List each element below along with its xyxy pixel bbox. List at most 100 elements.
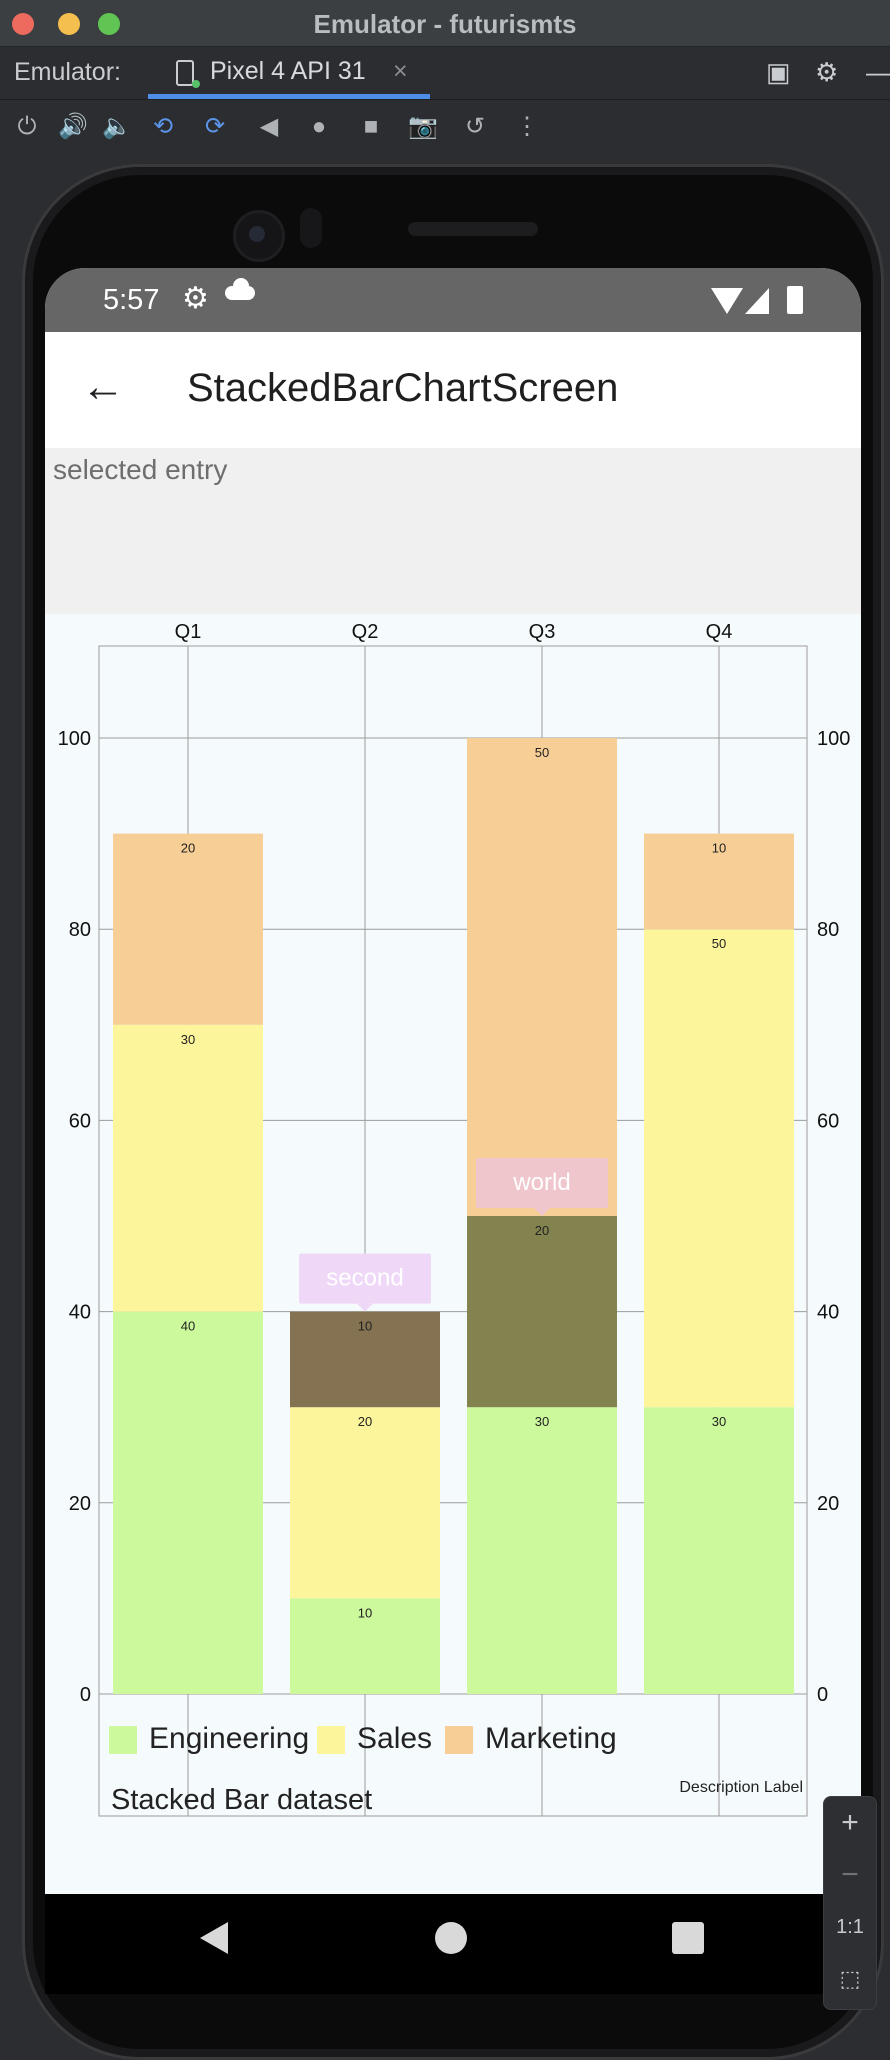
bar-segment: [467, 738, 617, 1216]
y-axis-tick-label-left: 100: [58, 728, 91, 750]
app-bar: ← StackedBarChartScreen: [45, 332, 861, 448]
legend-label: Sales: [357, 1722, 433, 1755]
camera-icon: [233, 210, 285, 262]
maximize-window-button[interactable]: [98, 13, 120, 35]
bar-segment: [290, 1598, 440, 1694]
bar-value-label: 20: [535, 1223, 549, 1238]
gear-icon[interactable]: ⚙: [815, 57, 839, 87]
bar-value-label: 50: [712, 936, 726, 951]
y-axis-tick-label-right: 0: [817, 1684, 828, 1706]
battery-icon: [787, 286, 803, 314]
bar-value-label: 30: [712, 1414, 726, 1429]
bar-segment: [113, 1311, 263, 1694]
nav-recent-icon[interactable]: [672, 1922, 704, 1954]
bar-segment: [644, 1407, 794, 1694]
rotate-left-icon[interactable]: ⟲: [152, 113, 174, 140]
emulator-tabbar: Emulator: Pixel 4 API 31 × ▣ ⚙ —: [0, 47, 890, 100]
status-time: 5:57: [103, 284, 160, 316]
x-axis-tick-label: Q4: [706, 621, 733, 643]
y-axis-tick-label-right: 80: [817, 919, 839, 941]
signal-icon: [745, 288, 769, 314]
minimize-window-button[interactable]: [58, 13, 80, 35]
zoom-in-button[interactable]: +: [841, 1806, 859, 1839]
dataset-label: Stacked Bar dataset: [111, 1784, 373, 1816]
zoom-out-button[interactable]: −: [841, 1858, 859, 1891]
cloud-icon: [225, 278, 255, 300]
android-nav-bar: [45, 1894, 861, 1994]
chart-description: Description Label: [679, 1779, 803, 1796]
back-icon[interactable]: ◀: [259, 113, 279, 140]
back-arrow-icon[interactable]: ←: [81, 362, 125, 411]
more-icon[interactable]: ⋮: [515, 113, 539, 140]
bar-segment: [644, 929, 794, 1408]
zoom-fit-icon[interactable]: ⬚: [839, 1966, 861, 1991]
x-axis-tick-label: Q1: [175, 621, 202, 643]
phone-icon: [176, 60, 200, 88]
wifi-icon: [711, 288, 743, 314]
chart-svg: 0 0 20 20 40 40 60 60 80 80 100 100 Q1 Q2 Q3 Q4 40 30 20 10…: [58, 621, 850, 1817]
window-layout-icon[interactable]: ▣: [766, 57, 791, 87]
emulator-toolbar: ⏻ 🔊 🔈 ⟲ ⟳ ◀ ● ■ 📷 ↺ ⋮: [0, 100, 890, 156]
speaker: [408, 222, 538, 236]
bar-segment: [467, 1216, 617, 1408]
bar-segment: [290, 1311, 440, 1408]
tab-underline: [148, 94, 430, 99]
plot-border: [98, 645, 808, 1817]
bar-value-label: 10: [358, 1605, 372, 1620]
y-axis-tick-label-left: 80: [69, 919, 91, 941]
x-axis-tick-label: Q2: [352, 621, 379, 643]
marker-world-pointer: [534, 1208, 550, 1216]
rotate-right-icon[interactable]: ⟳: [204, 113, 226, 140]
bar-value-label: 10: [358, 1319, 372, 1334]
marker-world-label: world: [512, 1169, 570, 1196]
bar-segment: [113, 833, 263, 1025]
bar-segment: [290, 1407, 440, 1599]
volume-up-icon[interactable]: 🔊: [58, 113, 88, 140]
tab-pixel-4[interactable]: Pixel 4 API 31 ×: [148, 47, 430, 99]
legend-swatch: [317, 1726, 345, 1754]
y-axis-tick-label-left: 20: [69, 1493, 91, 1515]
bar-value-label: 50: [535, 745, 549, 760]
stacked-bar-chart[interactable]: 0 0 20 20 40 40 60 60 80 80 100 100 Q1 Q2 Q3 Q4 40 30 20 10…: [45, 614, 861, 1894]
nav-home-icon[interactable]: [435, 1922, 467, 1954]
emulator-label: Emulator:: [14, 58, 121, 86]
y-axis-tick-label-right: 100: [817, 728, 850, 750]
window-title: Emulator - futurismts: [313, 9, 577, 39]
bar-value-label: 20: [181, 841, 195, 856]
marker-second-pointer: [357, 1303, 373, 1312]
minimize-panel-icon[interactable]: —: [866, 57, 890, 87]
legend-swatch: [109, 1726, 137, 1754]
y-axis-tick-label-right: 20: [817, 1493, 839, 1515]
phone-screen: 5:57 ⚙ ← StackedBarChartScreen selected …: [45, 268, 861, 1894]
close-window-button[interactable]: [12, 13, 34, 35]
bar-segment: [113, 1024, 263, 1312]
bar-value-label: 10: [712, 841, 726, 856]
nav-back-icon[interactable]: [200, 1922, 228, 1954]
legend-label: Engineering: [149, 1722, 310, 1755]
marker-second-box: [299, 1253, 431, 1304]
page-title: StackedBarChartScreen: [187, 366, 619, 410]
bar-value-label: 20: [358, 1414, 372, 1429]
chart-legend: Engineering Sales Marketing: [45, 1720, 861, 1760]
screenshot-icon[interactable]: 📷: [408, 113, 438, 140]
close-tab-icon[interactable]: ×: [393, 57, 408, 85]
marker-world-box: [476, 1158, 608, 1208]
zoom-actual-size-button[interactable]: 1:1: [836, 1916, 864, 1938]
window-titlebar: Emulator - futurismts: [0, 0, 890, 47]
selected-entry-panel: selected entry: [45, 448, 861, 614]
bar-value-label: 40: [181, 1319, 195, 1334]
selected-entry-label: selected entry: [53, 454, 228, 485]
bar-value-label: 30: [535, 1414, 549, 1429]
settings-status-icon: ⚙: [182, 282, 209, 315]
volume-down-icon[interactable]: 🔈: [102, 113, 132, 140]
y-axis-tick-label-right: 60: [817, 1110, 839, 1132]
snapshot-icon[interactable]: ↺: [464, 113, 486, 140]
overview-icon[interactable]: ■: [363, 113, 379, 140]
marker-second-label: second: [326, 1265, 403, 1292]
y-axis-tick-label-left: 60: [69, 1110, 91, 1132]
bar-segment: [644, 833, 794, 930]
y-axis-tick-label-left: 40: [69, 1302, 91, 1324]
power-icon[interactable]: ⏻: [17, 113, 37, 140]
status-bar: 5:57 ⚙: [45, 268, 861, 332]
home-icon[interactable]: ●: [311, 113, 327, 140]
